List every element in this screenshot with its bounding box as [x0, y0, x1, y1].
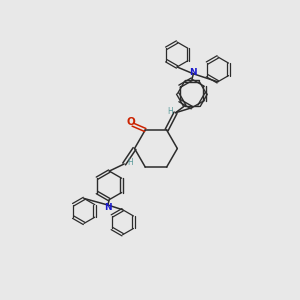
- Text: H: H: [127, 158, 133, 167]
- Text: N: N: [104, 202, 112, 211]
- Text: H: H: [167, 107, 173, 116]
- Text: O: O: [126, 117, 135, 127]
- Text: N: N: [190, 68, 197, 77]
